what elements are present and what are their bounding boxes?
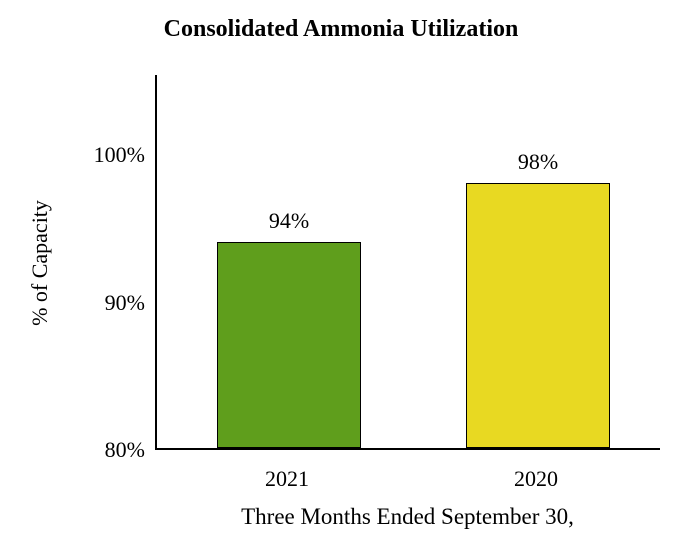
- plot-area: 94% 98%: [155, 75, 660, 450]
- y-tick-label-100: 100%: [93, 142, 145, 167]
- x-category-label-2021: 2021: [265, 466, 309, 491]
- bar-2021: [217, 241, 361, 448]
- bar-value-label-2021: 94%: [268, 207, 310, 233]
- bar-group-2021: 94%: [217, 73, 361, 448]
- y-tick-label-90: 90%: [104, 289, 145, 315]
- bar-group-2020: 98%: [466, 73, 610, 448]
- chart-title: Consolidated Ammonia Utilization: [163, 16, 519, 42]
- x-category-label-2020: 2020: [514, 466, 558, 491]
- y-tick-label-80: 80%: [104, 437, 145, 462]
- bar-2020: [466, 182, 610, 448]
- x-axis-title: Three Months Ended September 30,: [241, 504, 574, 529]
- bar-value-label-2020: 98%: [517, 148, 559, 174]
